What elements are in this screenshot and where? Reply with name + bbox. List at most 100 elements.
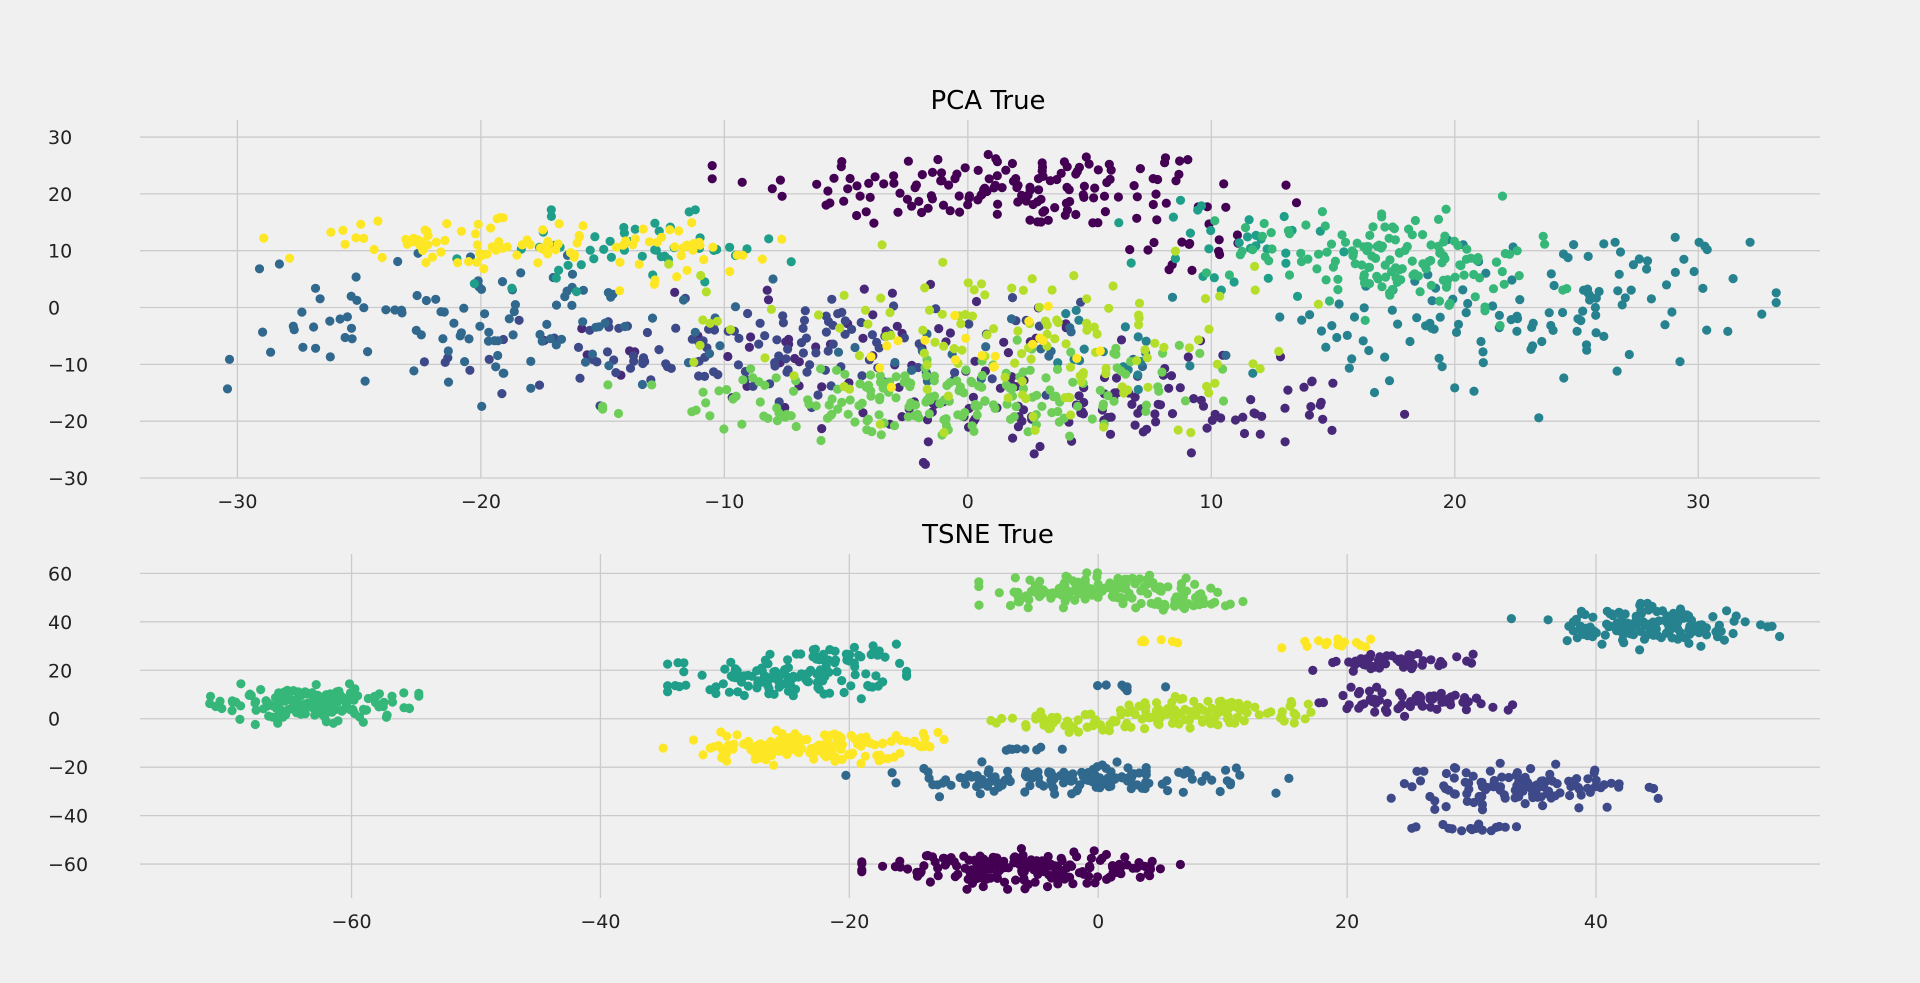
pca-point-class-9 bbox=[421, 257, 431, 268]
pca-point-class-3 bbox=[443, 346, 453, 356]
pca-y-tick-label: 20 bbox=[48, 184, 72, 206]
pca-point-class-4 bbox=[1461, 308, 1471, 318]
pca-point-class-3 bbox=[335, 314, 345, 324]
tsne-point-class-0 bbox=[966, 865, 977, 875]
tsne-point-class-5 bbox=[752, 683, 762, 693]
pca-point-class-0 bbox=[1061, 198, 1071, 208]
pca-point-class-3 bbox=[491, 362, 501, 372]
tsne-y-tick-label: 20 bbox=[48, 660, 72, 682]
pca-point-class-1 bbox=[1175, 383, 1185, 393]
tsne-point-class-3 bbox=[1123, 763, 1133, 773]
pca-point-class-8 bbox=[813, 310, 824, 320]
tsne-point-class-2 bbox=[1532, 784, 1542, 794]
pca-point-class-5 bbox=[1114, 218, 1124, 228]
pca-point-class-8 bbox=[922, 360, 932, 370]
pca-point-class-9 bbox=[674, 226, 684, 236]
pca-point-class-1 bbox=[744, 342, 755, 352]
pca-point-class-3 bbox=[620, 321, 630, 332]
pca-point-class-8 bbox=[1028, 411, 1038, 422]
tsne-point-class-3 bbox=[967, 772, 977, 782]
tsne-point-class-1 bbox=[1370, 707, 1380, 717]
pca-point-class-7 bbox=[824, 400, 834, 410]
tsne-point-class-8 bbox=[1215, 705, 1225, 715]
pca-point-class-6 bbox=[1377, 282, 1387, 292]
tsne-point-class-1 bbox=[1381, 659, 1391, 669]
tsne-point-class-3 bbox=[891, 778, 901, 788]
pca-point-class-7 bbox=[738, 375, 748, 385]
pca-point-class-0 bbox=[1025, 215, 1035, 225]
pca-point-class-3 bbox=[587, 349, 598, 359]
pca-point-class-7 bbox=[845, 395, 855, 405]
tsne-point-class-8 bbox=[1123, 707, 1133, 718]
tsne-point-class-6 bbox=[414, 691, 424, 701]
tsne-point-class-0 bbox=[1093, 872, 1103, 882]
pca-point-class-8 bbox=[1170, 246, 1180, 256]
pca-point-class-8 bbox=[920, 283, 930, 293]
tsne-point-class-8 bbox=[1083, 722, 1093, 733]
tsne-point-class-8 bbox=[1198, 715, 1208, 725]
pca-point-class-2 bbox=[950, 368, 960, 378]
pca-point-class-3 bbox=[833, 347, 844, 357]
pca-point-class-0 bbox=[938, 200, 949, 210]
tsne-point-class-7 bbox=[1225, 599, 1235, 609]
tsne-point-class-9 bbox=[933, 727, 943, 738]
pca-point-class-6 bbox=[1248, 245, 1258, 255]
tsne-point-class-7 bbox=[1070, 595, 1080, 605]
pca-point-class-6 bbox=[1459, 270, 1469, 280]
pca-point-class-9 bbox=[569, 250, 580, 260]
pca-point-class-6 bbox=[1201, 268, 1211, 278]
tsne-point-class-0 bbox=[1067, 861, 1077, 872]
pca-point-class-0 bbox=[1148, 199, 1158, 210]
pca-point-class-3 bbox=[298, 342, 308, 352]
pca-point-class-0 bbox=[1105, 174, 1115, 184]
pca-point-class-4 bbox=[1558, 307, 1568, 318]
tsne-point-class-3 bbox=[1005, 776, 1015, 787]
pca-point-class-4 bbox=[1549, 280, 1559, 291]
pca-point-class-8 bbox=[922, 384, 932, 394]
pca-point-class-4 bbox=[1434, 353, 1444, 363]
pca-point-class-0 bbox=[902, 194, 913, 204]
pca-point-class-3 bbox=[411, 325, 421, 335]
tsne-point-class-6 bbox=[236, 701, 246, 711]
pca-point-class-7 bbox=[701, 398, 711, 408]
pca-point-class-8 bbox=[1143, 382, 1153, 392]
tsne-point-class-1 bbox=[1366, 661, 1377, 672]
tsne-point-class-9 bbox=[796, 735, 806, 746]
pca-point-class-2 bbox=[611, 368, 621, 378]
pca-point-class-1 bbox=[1130, 420, 1140, 430]
tsne-point-class-3 bbox=[1178, 787, 1188, 797]
tsne-point-class-9 bbox=[709, 742, 719, 752]
tsne-point-class-6 bbox=[399, 688, 409, 698]
tsne-point-class-5 bbox=[777, 669, 787, 679]
pca-point-class-7 bbox=[782, 409, 792, 420]
pca-point-class-0 bbox=[1071, 169, 1081, 179]
tsne-point-class-3 bbox=[972, 781, 982, 792]
tsne-point-class-6 bbox=[344, 679, 355, 689]
pca-point-class-8 bbox=[1173, 425, 1183, 435]
pca-point-class-6 bbox=[1421, 264, 1431, 274]
pca-point-class-6 bbox=[1377, 212, 1387, 222]
tsne-point-class-8 bbox=[1239, 716, 1249, 726]
tsne-point-class-5 bbox=[823, 655, 834, 665]
tsne-point-class-2 bbox=[1526, 764, 1536, 774]
pca-point-class-6 bbox=[1267, 244, 1277, 254]
tsne-x-tick-label: −20 bbox=[829, 911, 869, 933]
pca-point-class-3 bbox=[551, 300, 562, 310]
pca-point-class-6 bbox=[1424, 256, 1434, 267]
pca-point-class-8 bbox=[1204, 324, 1214, 334]
pca-point-class-2 bbox=[987, 374, 997, 384]
pca-point-class-5 bbox=[1234, 238, 1244, 248]
pca-point-class-1 bbox=[794, 357, 804, 367]
pca-point-class-0 bbox=[1104, 159, 1114, 169]
pca-point-class-7 bbox=[754, 377, 764, 387]
tsne-point-class-9 bbox=[1173, 638, 1183, 648]
tsne-point-class-3 bbox=[1020, 744, 1030, 754]
tsne-point-class-4 bbox=[1722, 606, 1732, 616]
pca-point-class-8 bbox=[988, 324, 999, 334]
tsne-point-class-8 bbox=[1021, 720, 1031, 730]
tsne-point-class-6 bbox=[404, 703, 415, 714]
pca-point-class-9 bbox=[708, 242, 718, 252]
pca-point-class-3 bbox=[526, 356, 536, 366]
tsne-point-class-7 bbox=[1136, 598, 1146, 609]
pca-point-class-7 bbox=[891, 393, 901, 403]
